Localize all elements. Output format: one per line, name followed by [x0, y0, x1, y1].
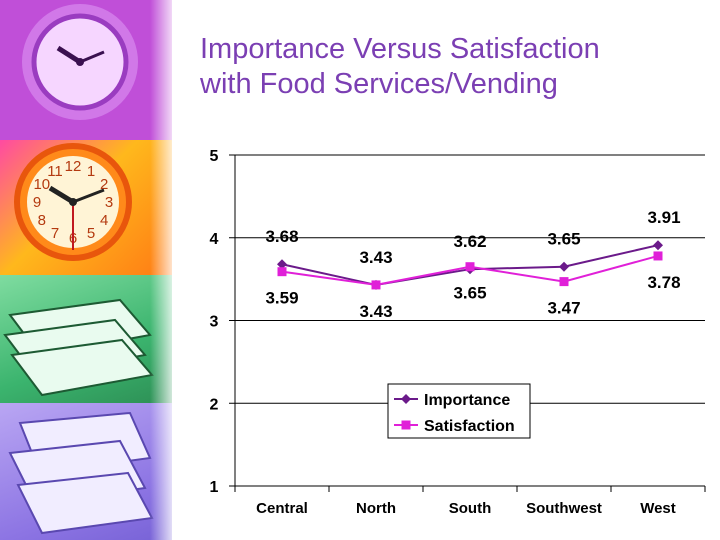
green-papers-image — [0, 275, 172, 403]
x-category-label: South — [449, 500, 492, 517]
paper-stack-icon — [3, 298, 154, 397]
y-tick-label: 3 — [210, 314, 219, 331]
y-tick-label: 2 — [210, 396, 219, 413]
clock-numeral: 8 — [38, 212, 46, 229]
data-point-importance — [653, 240, 663, 251]
data-label-satisfaction: 3.59 — [265, 289, 298, 308]
data-label-importance: 3.91 — [647, 208, 680, 227]
data-label-satisfaction: 3.43 — [359, 302, 392, 321]
clock-numeral: 12 — [65, 158, 82, 175]
clock-numeral: 3 — [105, 194, 113, 211]
lavender-papers-image — [0, 403, 172, 540]
legend-marker-importance — [401, 394, 411, 404]
clock-face-icon: 121234567891011 — [14, 143, 132, 261]
purple-clock-image — [0, 0, 172, 140]
legend-label-importance: Importance — [424, 392, 510, 409]
clock-numeral: 9 — [33, 194, 41, 211]
data-point-satisfaction — [465, 262, 475, 272]
clock-numeral: 1 — [87, 163, 95, 180]
data-label-importance: 3.68 — [265, 227, 298, 246]
slide-title-line-1: Importance Versus Satisfaction — [200, 33, 600, 65]
clock-numeral: 4 — [100, 212, 108, 229]
x-category-label: North — [356, 500, 396, 517]
data-label-importance: 3.65 — [547, 230, 580, 249]
data-label-satisfaction: 3.47 — [547, 299, 580, 318]
y-tick-label: 4 — [210, 231, 219, 248]
legend-marker-satisfaction — [401, 420, 411, 430]
data-label-importance: 3.62 — [453, 232, 486, 251]
y-tick-label: 5 — [210, 148, 219, 165]
data-point-satisfaction — [559, 277, 569, 287]
data-point-satisfaction — [277, 267, 287, 277]
paper-stack-icon — [8, 411, 154, 535]
decorative-photo-strip: 121234567891011 — [0, 0, 172, 540]
legend — [387, 383, 531, 439]
clock-numeral: 10 — [33, 176, 50, 193]
strip-fade — [150, 0, 190, 540]
data-point-satisfaction — [653, 251, 663, 261]
data-label-satisfaction: 3.65 — [453, 284, 486, 303]
y-tick-label: 1 — [210, 479, 219, 496]
clock-icon — [22, 4, 138, 120]
x-category-label: Central — [256, 500, 308, 517]
x-category-label: West — [640, 500, 676, 517]
data-point-satisfaction — [371, 280, 381, 290]
clock-numeral: 2 — [100, 176, 108, 193]
slide-title-line-2: with Food Services/Vending — [200, 68, 558, 100]
clock-numeral: 7 — [51, 225, 59, 242]
data-point-importance — [277, 259, 287, 270]
clock-numeral: 5 — [87, 225, 95, 242]
slide-title: Importance Versus Satisfaction with Food… — [200, 32, 700, 102]
data-label-satisfaction: 3.78 — [647, 273, 680, 292]
data-point-importance — [559, 261, 569, 272]
legend-label-satisfaction: Satisfaction — [424, 418, 515, 435]
x-category-label: Southwest — [526, 500, 602, 517]
data-label-importance: 3.43 — [359, 248, 392, 267]
clock-numeral: 11 — [47, 163, 63, 180]
orange-clock-image: 121234567891011 — [0, 140, 172, 275]
